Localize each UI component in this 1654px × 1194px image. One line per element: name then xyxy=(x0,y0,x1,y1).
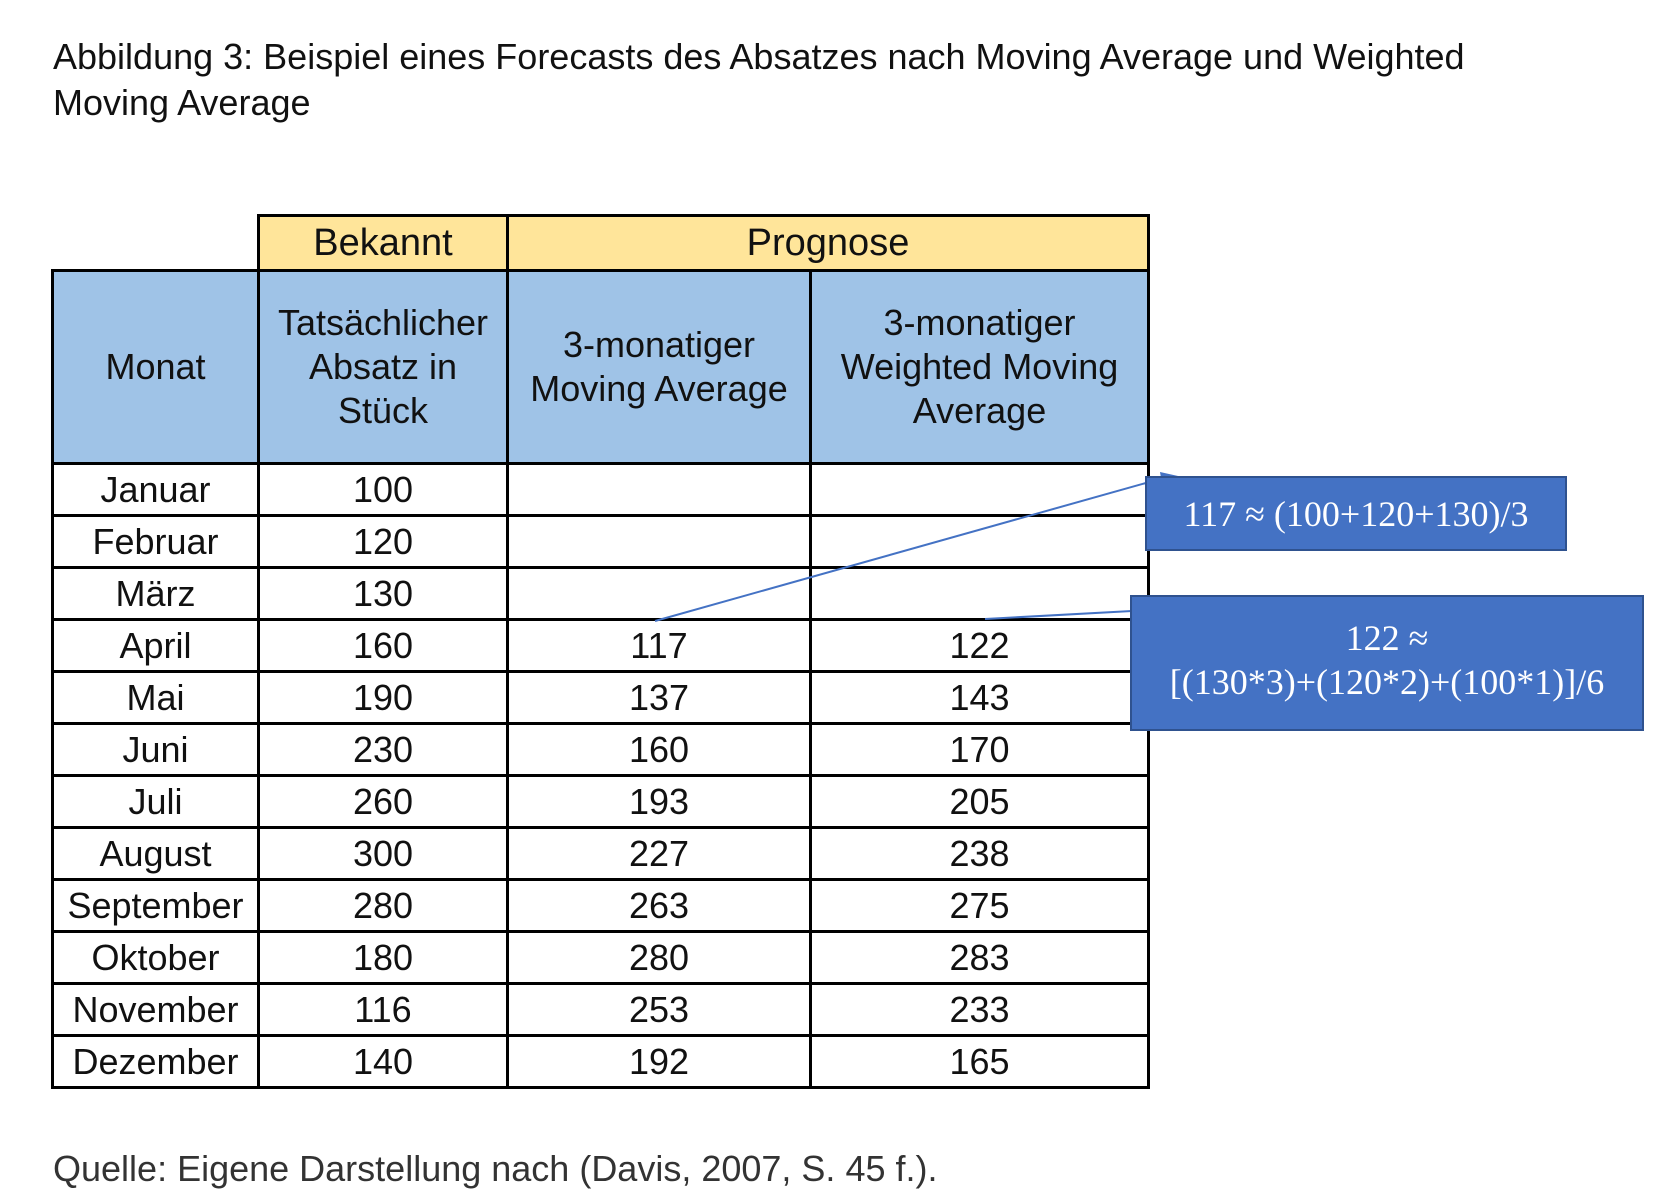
ma-cell: 117 xyxy=(506,618,812,673)
actual-cell: 120 xyxy=(257,514,509,569)
table-row: März 130 xyxy=(51,566,1150,621)
month-cell: November xyxy=(51,982,260,1037)
group-header-known: Bekannt xyxy=(257,214,509,272)
table-row: Juni 230 160 170 xyxy=(51,722,1150,777)
month-cell: Oktober xyxy=(51,930,260,985)
ma-cell: 192 xyxy=(506,1034,812,1089)
ma-cell xyxy=(506,462,812,517)
ma-cell: 193 xyxy=(506,774,812,829)
ma-cell: 280 xyxy=(506,930,812,985)
actual-cell: 140 xyxy=(257,1034,509,1089)
actual-cell: 280 xyxy=(257,878,509,933)
table-row: Januar 100 xyxy=(51,462,1150,517)
ma-formula-callout: 117 ≈ (100+120+130)/3 xyxy=(1145,476,1567,551)
group-header-row: Bekannt Prognose xyxy=(52,214,1150,272)
wma-cell xyxy=(809,566,1150,621)
wma-formula-callout: 122 ≈ [(130*3)+(120*2)+(100*1)]/6 xyxy=(1130,595,1644,731)
table-row: Dezember 140 192 165 xyxy=(51,1034,1150,1089)
ma-cell xyxy=(506,566,812,621)
month-cell: August xyxy=(51,826,260,881)
table-row: Mai 190 137 143 xyxy=(51,670,1150,725)
column-header-actual: Tatsächlicher Absatz in Stück xyxy=(257,269,509,465)
forecast-table: Bekannt Prognose Monat Tatsächlicher Abs… xyxy=(51,214,1150,1089)
figure-caption: Abbildung 3: Beispiel eines Forecasts de… xyxy=(53,36,1465,123)
actual-cell: 116 xyxy=(257,982,509,1037)
wma-cell: 122 xyxy=(809,618,1150,673)
wma-cell xyxy=(809,514,1150,569)
column-header-wma: 3-monatiger Weighted Moving Average xyxy=(809,269,1150,465)
ma-cell: 263 xyxy=(506,878,812,933)
wma-formula-line1: 122 ≈ xyxy=(1345,618,1429,658)
table-row: September 280 263 275 xyxy=(51,878,1150,933)
actual-cell: 190 xyxy=(257,670,509,725)
actual-cell: 230 xyxy=(257,722,509,777)
actual-cell: 130 xyxy=(257,566,509,621)
column-header-row: Monat Tatsächlicher Absatz in Stück 3-mo… xyxy=(51,269,1150,465)
column-header-month: Monat xyxy=(51,269,260,465)
actual-cell: 260 xyxy=(257,774,509,829)
ma-cell: 160 xyxy=(506,722,812,777)
wma-cell: 143 xyxy=(809,670,1150,725)
actual-cell: 180 xyxy=(257,930,509,985)
wma-cell: 233 xyxy=(809,982,1150,1037)
ma-cell xyxy=(506,514,812,569)
table-row: November 116 253 233 xyxy=(51,982,1150,1037)
month-cell: Mai xyxy=(51,670,260,725)
wma-formula-line2: [(130*3)+(120*2)+(100*1)]/6 xyxy=(1169,662,1605,702)
group-header-forecast: Prognose xyxy=(506,214,1150,272)
wma-cell: 238 xyxy=(809,826,1150,881)
table-row: Februar 120 xyxy=(51,514,1150,569)
empty-corner-cell xyxy=(52,215,260,272)
table-row: Oktober 180 280 283 xyxy=(51,930,1150,985)
month-cell: Juni xyxy=(51,722,260,777)
wma-cell: 205 xyxy=(809,774,1150,829)
actual-cell: 160 xyxy=(257,618,509,673)
column-header-ma: 3-monatiger Moving Average xyxy=(506,269,812,465)
month-cell: März xyxy=(51,566,260,621)
actual-cell: 300 xyxy=(257,826,509,881)
wma-cell: 275 xyxy=(809,878,1150,933)
source-note: Quelle: Eigene Darstellung nach (Davis, … xyxy=(53,1148,938,1189)
wma-cell xyxy=(809,462,1150,517)
wma-cell: 170 xyxy=(809,722,1150,777)
month-cell: Januar xyxy=(51,462,260,517)
ma-cell: 253 xyxy=(506,982,812,1037)
wma-cell: 165 xyxy=(809,1034,1150,1089)
ma-formula-text: 117 ≈ (100+120+130)/3 xyxy=(1183,494,1529,534)
month-cell: September xyxy=(51,878,260,933)
month-cell: Februar xyxy=(51,514,260,569)
ma-cell: 137 xyxy=(506,670,812,725)
month-cell: Dezember xyxy=(51,1034,260,1089)
wma-cell: 283 xyxy=(809,930,1150,985)
ma-cell: 227 xyxy=(506,826,812,881)
table-row: August 300 227 238 xyxy=(51,826,1150,881)
actual-cell: 100 xyxy=(257,462,509,517)
table-row: Juli 260 193 205 xyxy=(51,774,1150,829)
table-row: April 160 117 122 xyxy=(51,618,1150,673)
month-cell: Juli xyxy=(51,774,260,829)
month-cell: April xyxy=(51,618,260,673)
